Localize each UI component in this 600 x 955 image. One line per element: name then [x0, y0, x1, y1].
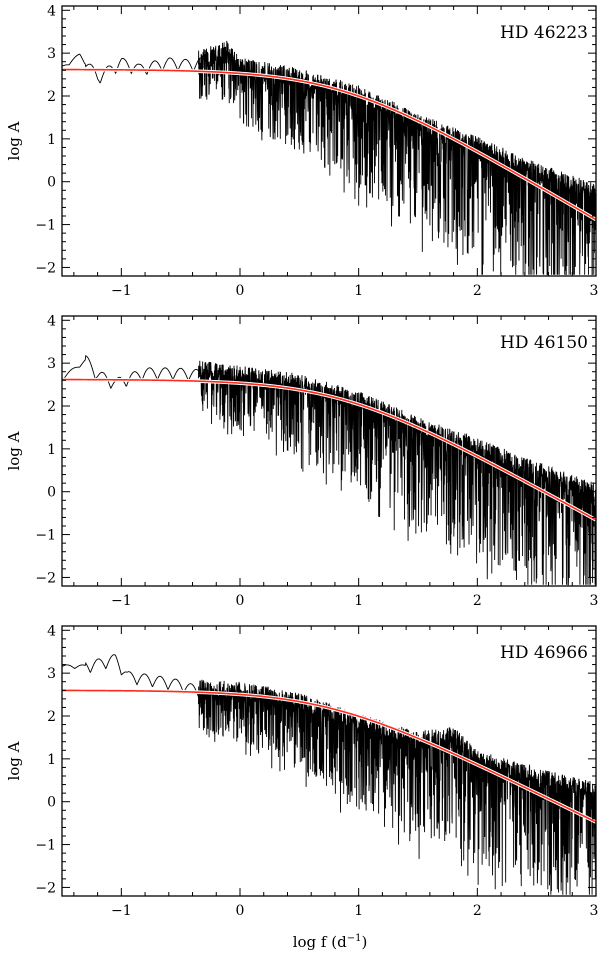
spectrum-low-frequency-curve — [61, 654, 205, 700]
y-tick-label: 1 — [47, 752, 56, 768]
panel-3-frame — [61, 625, 597, 897]
panel-1: −1 0 1 2 3 −2 −1 0 1 2 3 4 HD 46223 log A — [5, 3, 598, 299]
y-tick-label: 4 — [47, 3, 56, 19]
panel-3-ticks — [62, 626, 596, 896]
panel-1-xtick-labels: −1 0 1 2 3 — [111, 283, 598, 299]
x-tick-label: 2 — [473, 903, 482, 919]
panel-2-star-label: HD 46150 — [500, 333, 588, 353]
y-tick-label: −1 — [35, 218, 56, 234]
x-tick-label: 1 — [354, 593, 363, 609]
y-tick-label: 0 — [47, 795, 56, 811]
y-tick-label: 2 — [47, 89, 56, 105]
y-tick-label: −1 — [35, 838, 56, 854]
y-tick-label: −1 — [35, 528, 56, 544]
y-tick-label: 2 — [47, 399, 56, 415]
y-tick-label: 4 — [47, 313, 56, 329]
x-tick-label: 3 — [590, 283, 599, 299]
x-axis-label-superscript: −1 — [347, 933, 362, 944]
panel-3-xtick-labels: −1 0 1 2 3 — [111, 903, 598, 919]
x-tick-label: −1 — [111, 903, 132, 919]
y-tick-label: −2 — [35, 260, 56, 276]
y-tick-label: 1 — [47, 132, 56, 148]
panel-3-y-axis-label: log A — [5, 741, 23, 780]
panel-3-fit-curve — [62, 689, 597, 823]
panel-2-frame — [61, 315, 597, 587]
x-tick-label: 3 — [590, 593, 599, 609]
panel-1-ytick-labels: −2 −1 0 1 2 3 4 — [35, 3, 56, 276]
y-tick-label: −2 — [35, 570, 56, 586]
panel-1-spectrum — [61, 40, 597, 276]
panel-3-ytick-labels: −2 −1 0 1 2 3 4 — [35, 623, 56, 896]
y-tick-label: 4 — [47, 623, 56, 639]
x-tick-label: 0 — [236, 593, 245, 609]
x-tick-label: 1 — [354, 903, 363, 919]
spectrum-low-frequency-curve — [61, 355, 205, 390]
y-tick-label: 3 — [47, 666, 56, 682]
panel-1-fit-curve — [61, 68, 597, 221]
x-axis-label-close: ) — [361, 933, 367, 951]
x-axis-label-main: log f (d — [293, 933, 347, 951]
x-tick-label: −1 — [111, 593, 132, 609]
y-tick-label: 0 — [47, 175, 56, 191]
panel-2-spectrum — [61, 355, 597, 586]
y-tick-label: −2 — [35, 880, 56, 896]
x-tick-label: −1 — [111, 283, 132, 299]
y-tick-label: 3 — [47, 46, 56, 62]
x-tick-label: 1 — [354, 283, 363, 299]
spectrum-noise-curve — [198, 40, 597, 276]
panel-2-ticks — [62, 316, 596, 586]
panel-3-star-label: HD 46966 — [500, 643, 588, 663]
x-axis-label: log f (d−1) — [293, 933, 368, 951]
panel-2-ytick-labels: −2 −1 0 1 2 3 4 — [35, 313, 56, 586]
x-tick-label: 2 — [473, 593, 482, 609]
panel-1-star-label: HD 46223 — [500, 23, 588, 43]
panel-1-frame — [61, 5, 597, 277]
y-tick-label: 0 — [47, 485, 56, 501]
x-tick-label: 0 — [236, 903, 245, 919]
x-tick-label: 0 — [236, 283, 245, 299]
x-tick-label: 2 — [473, 283, 482, 299]
y-tick-label: 3 — [47, 356, 56, 372]
panel-1-y-axis-label: log A — [5, 121, 23, 160]
y-tick-label: 1 — [47, 442, 56, 458]
panel-3: −1 0 1 2 3 −2 −1 0 1 2 3 4 HD 46966 log A — [5, 623, 598, 919]
panel-2-y-axis-label: log A — [5, 431, 23, 470]
spectrum-noise-curve — [198, 360, 597, 586]
x-tick-label: 3 — [590, 903, 599, 919]
y-tick-label: 2 — [47, 709, 56, 725]
panel-2-fit-curve — [61, 378, 597, 521]
spectrum-noise-curve — [198, 679, 597, 895]
panel-3-spectrum — [61, 654, 597, 895]
panel-2: −1 0 1 2 3 −2 −1 0 1 2 3 4 HD 46150 log A — [5, 313, 598, 609]
panel-2-xtick-labels: −1 0 1 2 3 — [111, 593, 598, 609]
panel-1-ticks — [62, 6, 596, 276]
